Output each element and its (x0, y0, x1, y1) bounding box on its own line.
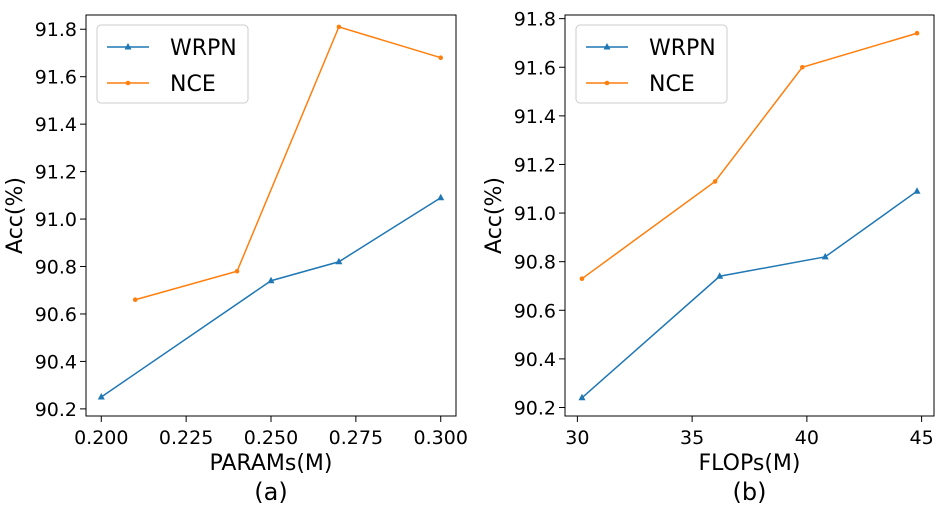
y-tick-label: 91.0 (514, 203, 556, 225)
data-point-wrpn (437, 193, 445, 201)
x-tick-label: 0.225 (159, 427, 213, 449)
y-tick-label: 91.4 (514, 106, 556, 128)
legend: WRPN NCE (96, 24, 249, 104)
series-line-nce (135, 25, 441, 301)
y-tick-label: 90.2 (514, 397, 556, 419)
data-point-nce (438, 55, 444, 61)
y-tick-label: 91.8 (35, 19, 77, 41)
series-line-wrpn (100, 197, 442, 398)
chart-panel-b: 90.2 90.4 90.6 90.8 91.0 91.2 91.4 91.6 91.8 30 35… (482, 9, 935, 506)
x-tick-label: 0.250 (244, 427, 298, 449)
legend-marker-nce (125, 80, 131, 86)
y-tick-label: 91.0 (35, 209, 77, 231)
y-tick-label: 90.4 (35, 351, 77, 373)
data-point-wrpn (335, 257, 343, 265)
data-point-wrpn (716, 272, 724, 279)
data-point-nce (799, 64, 805, 70)
x-tick-label: 0.275 (329, 427, 383, 449)
data-point-nce (712, 179, 718, 184)
x-tick-label: 45 (910, 427, 934, 449)
chart-panel-a: 90.2 90.4 90.6 90.8 91.0 91.2 91.4 91.6 91.8 0.20… (3, 14, 468, 506)
legend-marker-wrpn (603, 43, 611, 50)
legend: WRPN NCE (575, 24, 728, 104)
y-axis-label: Acc(%) (482, 177, 507, 254)
series-line-wrpn (581, 190, 918, 399)
series-line-nce (581, 32, 918, 280)
data-point-nce (579, 276, 585, 281)
y-tick-label: 91.6 (35, 67, 77, 89)
x-tick-label: 30 (565, 427, 589, 449)
y-tick-label: 90.2 (35, 399, 77, 421)
legend-marker-nce (604, 80, 610, 86)
y-tick-label: 90.6 (35, 304, 77, 326)
x-tick-label: 40 (795, 427, 819, 449)
x-tick-label: 35 (680, 427, 704, 449)
y-axis-label: Acc(%) (3, 177, 28, 254)
x-tick-label: 0.200 (74, 427, 128, 449)
plot-frame (564, 14, 935, 417)
legend-marker-wrpn (124, 43, 132, 50)
data-point-nce (914, 30, 920, 36)
y-tick-label: 91.8 (514, 9, 556, 31)
y-tick-label: 90.8 (514, 252, 556, 274)
data-point-nce (234, 268, 240, 274)
panel-caption: (b) (733, 478, 767, 506)
data-point-wrpn (97, 393, 105, 400)
data-point-wrpn (913, 187, 921, 194)
legend-label-nce: NCE (649, 72, 695, 97)
legend-label-nce: NCE (170, 72, 216, 97)
plot-frame (85, 14, 457, 417)
y-tick-label: 90.8 (35, 257, 77, 279)
data-point-wrpn (267, 276, 275, 284)
data-point-wrpn (578, 393, 586, 401)
data-point-nce (132, 297, 138, 303)
legend-label-wrpn: WRPN (170, 36, 237, 61)
x-tick-label: 0.300 (414, 427, 468, 449)
y-tick-label: 91.2 (35, 162, 77, 184)
y-tick-label: 91.6 (514, 57, 556, 79)
y-tick-label: 91.2 (514, 154, 556, 176)
legend-label-wrpn: WRPN (649, 36, 716, 61)
x-axis-label: PARAMs(M) (210, 451, 333, 476)
data-point-nce (336, 24, 342, 30)
data-point-wrpn (821, 252, 829, 260)
x-axis-label: FLOPs(M) (699, 451, 801, 476)
panel-caption: (a) (254, 478, 287, 506)
y-tick-label: 91.4 (35, 114, 77, 136)
y-tick-label: 90.6 (514, 300, 556, 322)
y-tick-label: 90.4 (514, 349, 556, 371)
